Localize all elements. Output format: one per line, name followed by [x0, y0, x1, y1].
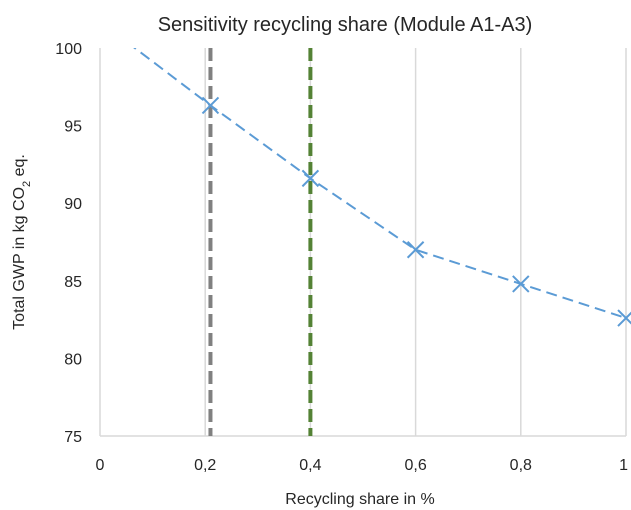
x-tick-label-4: 0,8	[510, 457, 532, 474]
reference-lines	[208, 48, 313, 436]
y-axis-title-suffix: eq.	[11, 154, 28, 181]
x-tick-label-2: 0,4	[299, 457, 321, 474]
x-tick-label-3: 0,6	[404, 457, 426, 474]
x-tick-label-0: 0	[96, 457, 105, 474]
data-point-0-1	[201, 96, 220, 115]
x-tick-label-1: 0,2	[194, 457, 216, 474]
y-tick-label-3: 90	[64, 196, 82, 213]
y-axis-title-main: Total GWP in kg CO	[11, 187, 28, 330]
data-point-0-3	[406, 241, 425, 259]
x-axis-title: Recycling share in %	[285, 491, 434, 508]
marker-layer	[201, 96, 631, 327]
y-axis-title: Total GWP in kg CO2 eq.	[11, 154, 33, 330]
data-point-0-5	[617, 309, 631, 327]
x-tick-label-5: 1	[619, 457, 628, 474]
y-tick-label-0: 75	[64, 429, 82, 446]
y-axis-title-subscript: 2	[21, 181, 33, 187]
y-tick-label-4: 95	[64, 119, 82, 136]
y-tick-label-2: 85	[64, 274, 82, 291]
y-tick-label-1: 80	[64, 351, 82, 368]
gridlines	[99, 48, 627, 437]
chart-title: Sensitivity recycling share (Module A1-A…	[158, 14, 533, 36]
y-axis-ticks: 75 80 85 90 95 100	[55, 41, 82, 446]
data-point-0-4	[512, 275, 530, 293]
x-axis-ticks: 0 0,2 0,4 0,6 0,8 1	[96, 457, 629, 474]
data-point-0-2	[301, 169, 320, 188]
series-layer	[133, 48, 626, 319]
y-tick-label-5: 100	[55, 41, 82, 58]
series-line-0	[133, 48, 626, 319]
